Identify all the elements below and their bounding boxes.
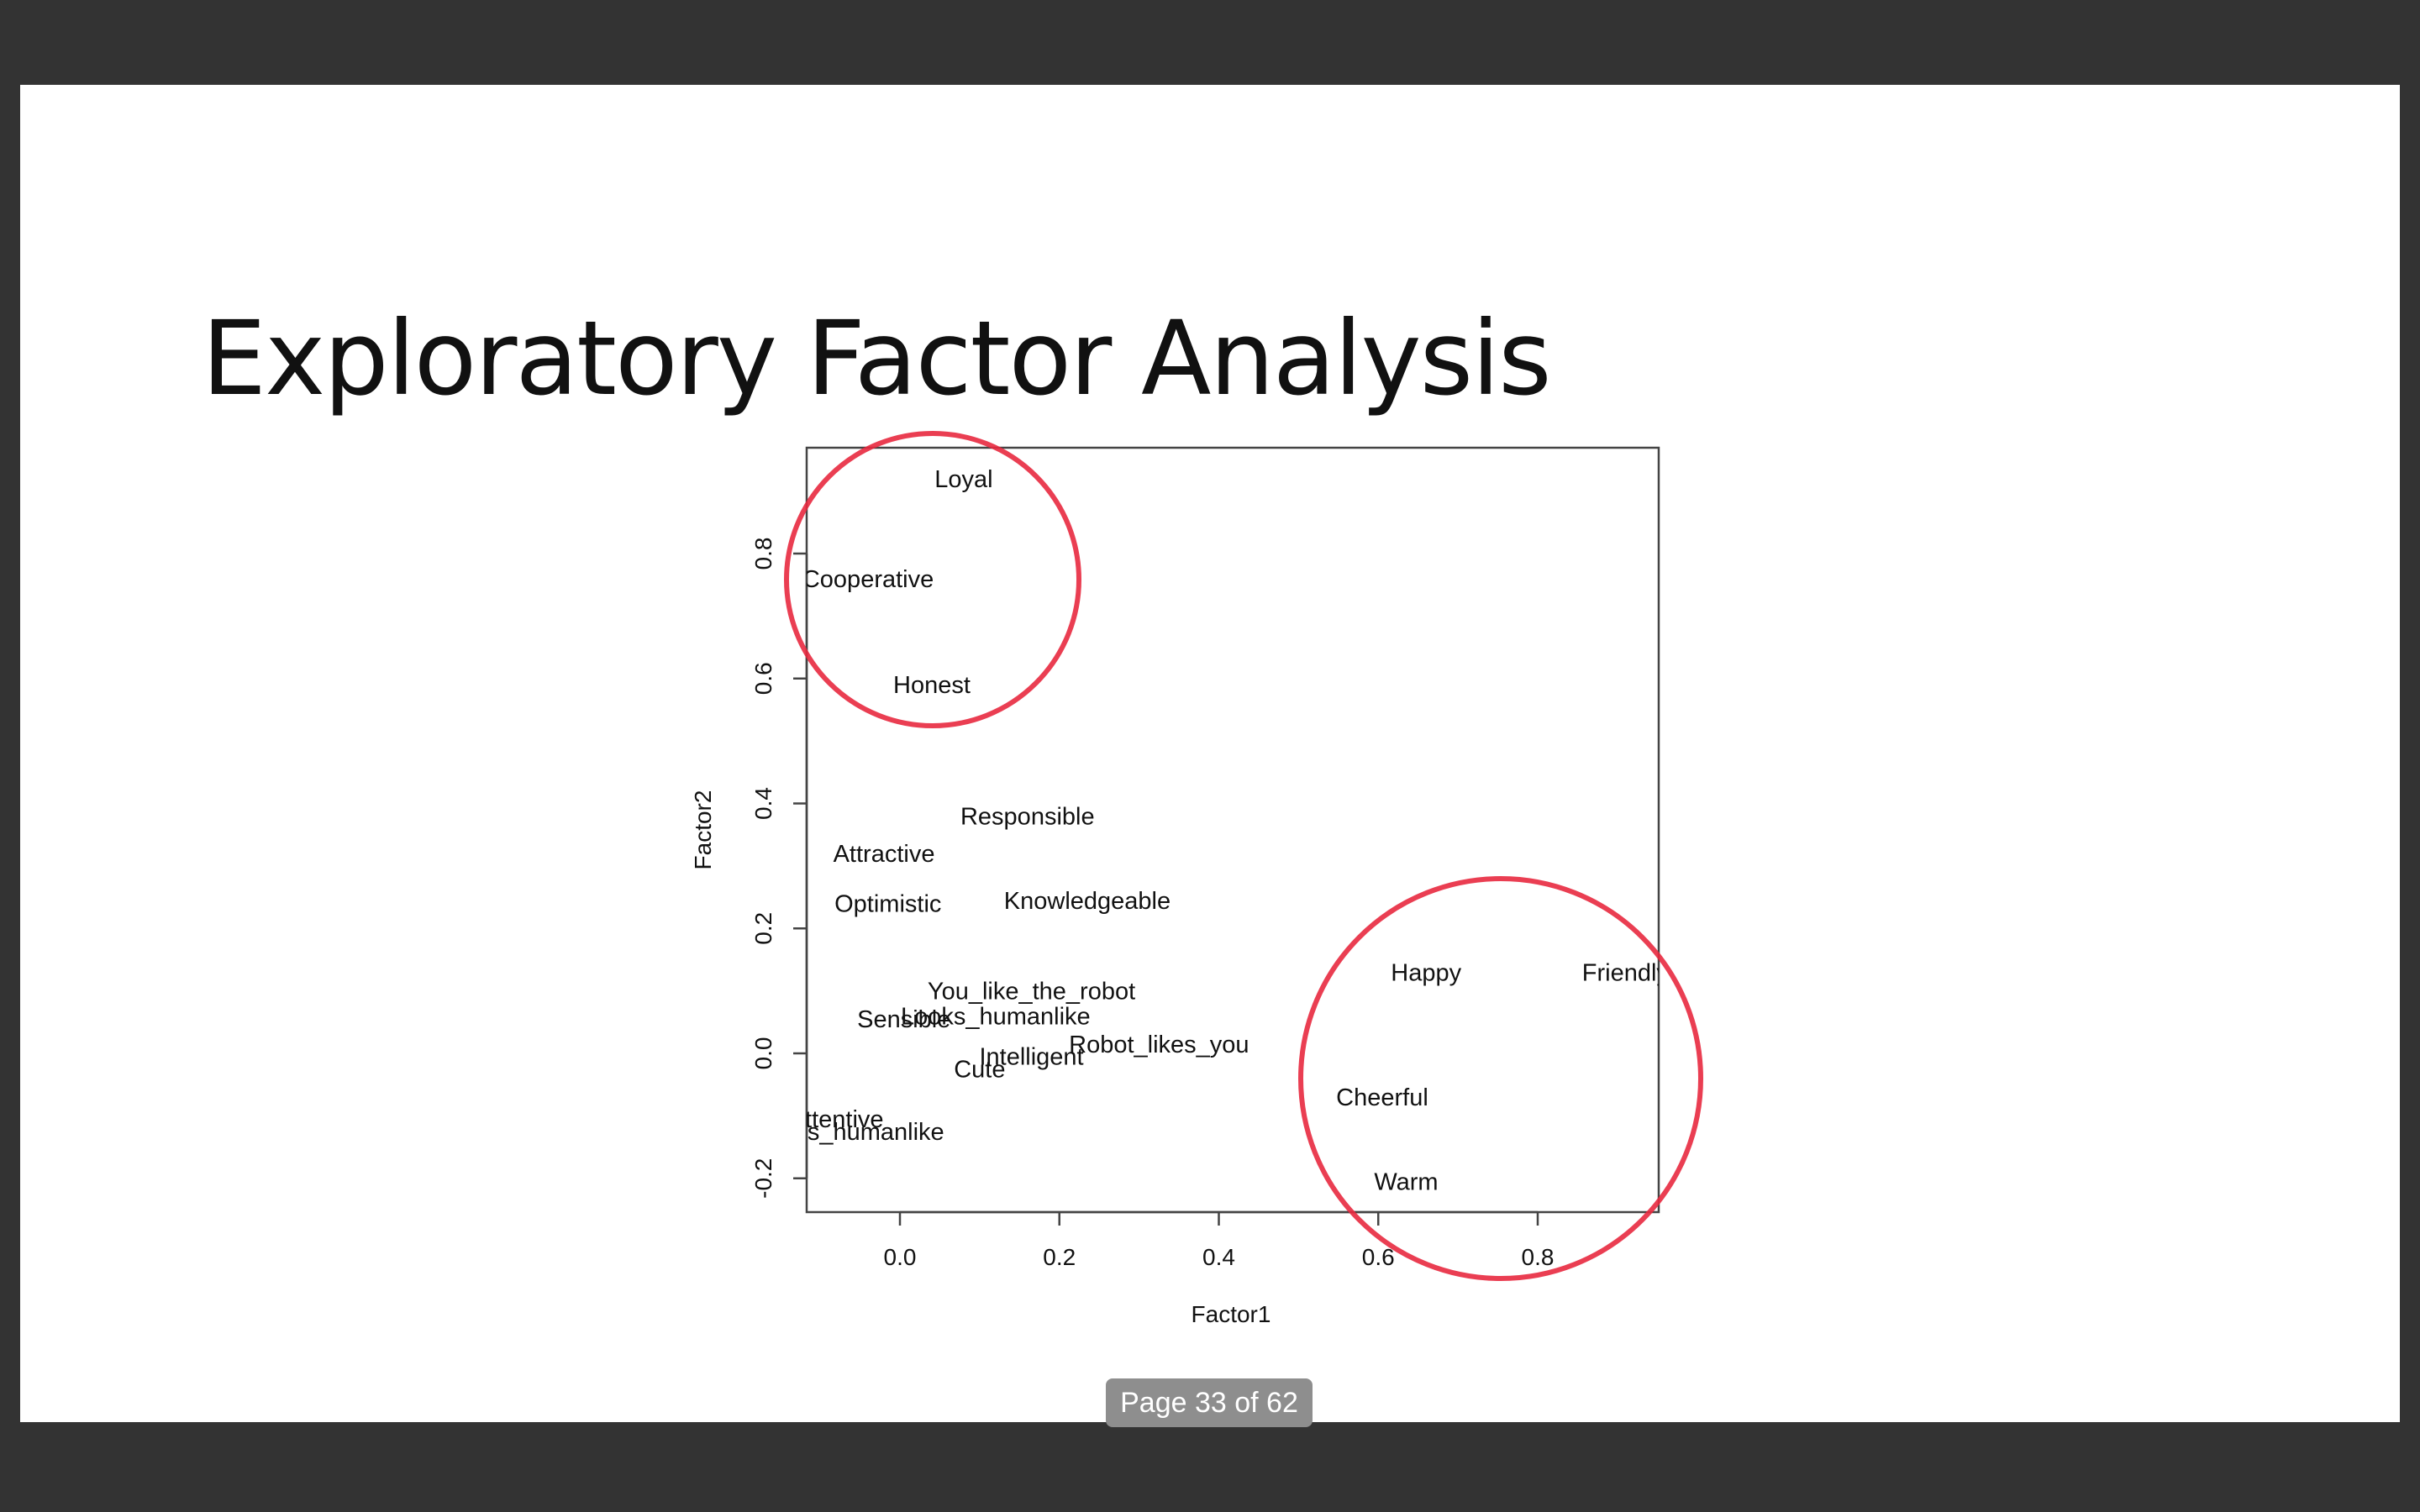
point-label-sensible: Sensible [857, 1006, 950, 1033]
point-label-feels-humanlike: Feels_humanlike [760, 1119, 944, 1146]
point-label-honest: Honest [893, 672, 971, 699]
slide-canvas: Exploratory Factor Analysis [20, 85, 2400, 1422]
point-label-cheerful: Cheerful [1336, 1084, 1428, 1111]
y-tick-label: 0.2 [750, 912, 776, 945]
y-tick-label: -0.2 [750, 1158, 776, 1199]
point-label-cooperative: Cooperative [802, 566, 934, 593]
point-label-you-like-the-robot: You_like_the_robot [928, 979, 1135, 1005]
x-tick-label: 0.6 [1362, 1244, 1395, 1270]
y-tick-label: 0.8 [750, 538, 776, 570]
cluster-circle-top-left [784, 431, 1081, 728]
y-tick-label: 0.4 [750, 787, 776, 820]
x-axis-label: Factor1 [1192, 1301, 1271, 1327]
point-label-cute: Cute [954, 1057, 1005, 1084]
point-label-attentive: Attentive [789, 1106, 884, 1133]
x-tick-label: 0.8 [1522, 1244, 1555, 1270]
point-label-responsible: Responsible [960, 803, 1095, 830]
x-axis: 0.0 0.2 0.4 0.6 0.8 [884, 1210, 1555, 1270]
y-tick-label: 0.6 [750, 662, 776, 695]
point-label-loyal: Loyal [934, 466, 992, 493]
plot-frame [805, 446, 1660, 1214]
point-label-robot-likes-you: Robot_likes_you [1069, 1032, 1249, 1058]
x-tick-label: 0.2 [1043, 1244, 1076, 1270]
y-axis-label: Factor2 [690, 790, 716, 870]
point-label-friendly: Friendly [1582, 959, 1670, 986]
point-label-attractive: Attractive [834, 841, 935, 868]
slide-title: Exploratory Factor Analysis [202, 299, 1552, 418]
x-tick-label: 0.0 [884, 1244, 917, 1270]
point-label-knowledgeable: Knowledgeable [1004, 888, 1171, 915]
point-label-intelligent: Intelligent [979, 1044, 1083, 1071]
point-label-optimistic: Optimistic [834, 891, 941, 918]
x-tick-label: 0.4 [1202, 1244, 1235, 1270]
point-label-warm: Warm [1374, 1168, 1438, 1195]
point-labels: Loyal Cooperative Honest Responsible Attract… [760, 466, 1670, 1196]
point-label-happy: Happy [1391, 959, 1461, 986]
point-label-looks-humanlike: Looks_humanlike [901, 1003, 1091, 1030]
cluster-circle-bottom-right [1298, 876, 1703, 1281]
y-tick-label: 0.0 [750, 1037, 776, 1070]
page-indicator: Page 33 of 62 [1106, 1378, 1313, 1427]
